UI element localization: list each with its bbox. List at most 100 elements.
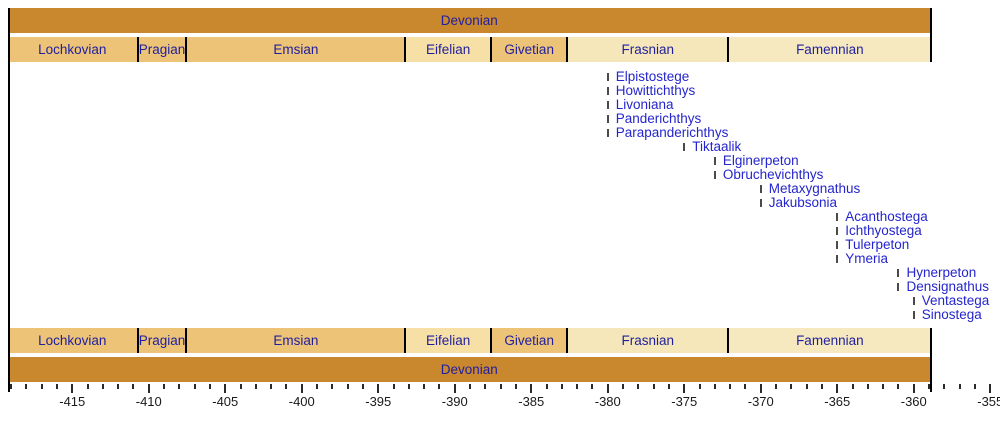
stage-label-givetian[interactable]: Givetian: [504, 333, 554, 348]
axis-tick-minor: [637, 384, 640, 389]
axis-label-375: -375: [671, 394, 698, 409]
axis-tick-minor: [866, 384, 869, 389]
axis-tick-major: [912, 384, 915, 393]
axis-tick-major: [300, 384, 303, 393]
taxon-label-hynerpeton[interactable]: Hynerpeton: [906, 265, 977, 280]
axis-tick-minor: [208, 384, 211, 389]
period-label-devonian-bottom[interactable]: Devonian: [440, 362, 498, 377]
taxon-range-tick-elpistostege: [606, 73, 609, 81]
taxon-range-tick-metaxygnathus: [759, 185, 762, 193]
stage-label-frasnian[interactable]: Frasnian: [621, 42, 675, 57]
axis-tick-major: [530, 384, 533, 393]
axis-tick-minor: [163, 384, 166, 389]
period-cell-devonian-bottom: Devonian: [8, 357, 931, 382]
taxon-range-tick-parapanderichthys: [606, 129, 609, 137]
stage-cell-lochkovian: Lochkovian: [8, 328, 137, 353]
stage-cell-givetian: Givetian: [489, 37, 567, 62]
stage-label-lochkovian[interactable]: Lochkovian: [38, 42, 107, 57]
axis-tick-minor: [40, 384, 43, 389]
taxon-label-tiktaalik[interactable]: Tiktaalik: [692, 139, 742, 154]
stage-label-emsian[interactable]: Emsian: [273, 42, 319, 57]
stage-label-lochkovian[interactable]: Lochkovian: [38, 333, 107, 348]
taxon-label-densignathus[interactable]: Densignathus: [906, 279, 990, 294]
stage-label-eifelian[interactable]: Eifelian: [425, 333, 471, 348]
taxon-label-elpistostege[interactable]: Elpistostege: [615, 69, 690, 84]
axis-label-360: -360: [900, 394, 927, 409]
taxon-label-jakubsonia[interactable]: Jakubsonia: [768, 195, 838, 210]
stage-label-pragian[interactable]: Pragian: [138, 333, 186, 348]
stage-label-famennian[interactable]: Famennian: [796, 42, 864, 57]
taxon-label-ichthyostega[interactable]: Ichthyostega: [845, 223, 922, 238]
frame-line-right-top: [929, 8, 932, 62]
axis-label-400: -400: [288, 394, 315, 409]
axis-tick-minor: [973, 384, 976, 389]
axis-tick-minor: [239, 384, 242, 389]
axis-tick-minor: [820, 384, 823, 389]
taxon-label-panderichthys[interactable]: Panderichthys: [615, 111, 702, 126]
taxon-range-tick-livoniana: [606, 101, 609, 109]
stage-label-famennian[interactable]: Famennian: [796, 333, 864, 348]
axis-tick-minor: [86, 384, 89, 389]
stage-label-givetian[interactable]: Givetian: [504, 42, 554, 57]
axis-tick-minor: [499, 384, 502, 389]
axis-tick-major: [989, 384, 992, 393]
axis-tick-minor: [438, 384, 441, 389]
axis-tick-minor: [55, 384, 58, 389]
stage-label-frasnian[interactable]: Frasnian: [621, 333, 675, 348]
taxon-label-metaxygnathus[interactable]: Metaxygnathus: [768, 181, 861, 196]
period-bar-bottom: Devonian: [0, 357, 1000, 382]
taxon-range-tick-acanthostega: [836, 213, 839, 221]
axis-tick-minor: [545, 384, 548, 389]
axis-tick-minor: [576, 384, 579, 389]
period-bar-top: Devonian: [0, 8, 1000, 33]
axis-tick-minor: [484, 384, 487, 389]
axis-tick-minor: [346, 384, 349, 389]
axis-tick-major: [606, 384, 609, 393]
taxon-label-acanthostega[interactable]: Acanthostega: [845, 209, 928, 224]
taxon-label-parapanderichthys[interactable]: Parapanderichthys: [615, 125, 729, 140]
stage-label-eifelian[interactable]: Eifelian: [425, 42, 471, 57]
axis-tick-minor: [514, 384, 517, 389]
taxon-label-livoniana[interactable]: Livoniana: [615, 97, 674, 112]
axis-tick-minor: [729, 384, 732, 389]
taxon-label-howittichthys[interactable]: Howittichthys: [615, 83, 696, 98]
stage-cell-famennian: Famennian: [727, 37, 931, 62]
stage-label-pragian[interactable]: Pragian: [138, 42, 186, 57]
stage-cell-eifelian: Eifelian: [404, 328, 490, 353]
axis-tick-major: [377, 384, 380, 393]
axis-label-410: -410: [135, 394, 162, 409]
axis-tick-minor: [560, 384, 563, 389]
axis-tick-minor: [882, 384, 885, 389]
stage-cell-givetian: Givetian: [489, 328, 567, 353]
period-label-devonian-top[interactable]: Devonian: [440, 13, 498, 28]
axis-tick-minor: [713, 384, 716, 389]
axis-tick-minor: [469, 384, 472, 389]
axis-tick-minor: [407, 384, 410, 389]
stage-label-emsian[interactable]: Emsian: [273, 333, 319, 348]
axis-tick-minor: [943, 384, 946, 389]
axis-tick-major: [683, 384, 686, 393]
taxon-range-tick-elginerpeton: [713, 157, 716, 165]
taxon-label-ymeria[interactable]: Ymeria: [845, 251, 889, 266]
stage-cell-eifelian: Eifelian: [404, 37, 490, 62]
taxon-label-sinostega[interactable]: Sinostega: [921, 307, 982, 322]
axis-tick-minor: [25, 384, 28, 389]
taxon-range-tick-tiktaalik: [683, 143, 686, 151]
frame-line-left: [8, 8, 10, 392]
axis-label-405: -405: [212, 394, 239, 409]
taxon-label-tulerpeton[interactable]: Tulerpeton: [845, 237, 910, 252]
axis-tick-minor: [698, 384, 701, 389]
taxon-label-ventastega[interactable]: Ventastega: [921, 293, 990, 308]
axis-tick-major: [759, 384, 762, 393]
stage-cell-emsian: Emsian: [185, 37, 405, 62]
axis-label-365: -365: [824, 394, 851, 409]
axis-tick-minor: [591, 384, 594, 389]
axis-tick-minor: [285, 384, 288, 389]
taxon-label-elginerpeton[interactable]: Elginerpeton: [722, 153, 799, 168]
taxon-label-obruchevichthys[interactable]: Obruchevichthys: [722, 167, 824, 182]
axis-tick-minor: [652, 384, 655, 389]
axis-tick-minor: [775, 384, 778, 389]
axis-tick-minor: [805, 384, 808, 389]
frame-line-right-bottom: [929, 328, 932, 392]
